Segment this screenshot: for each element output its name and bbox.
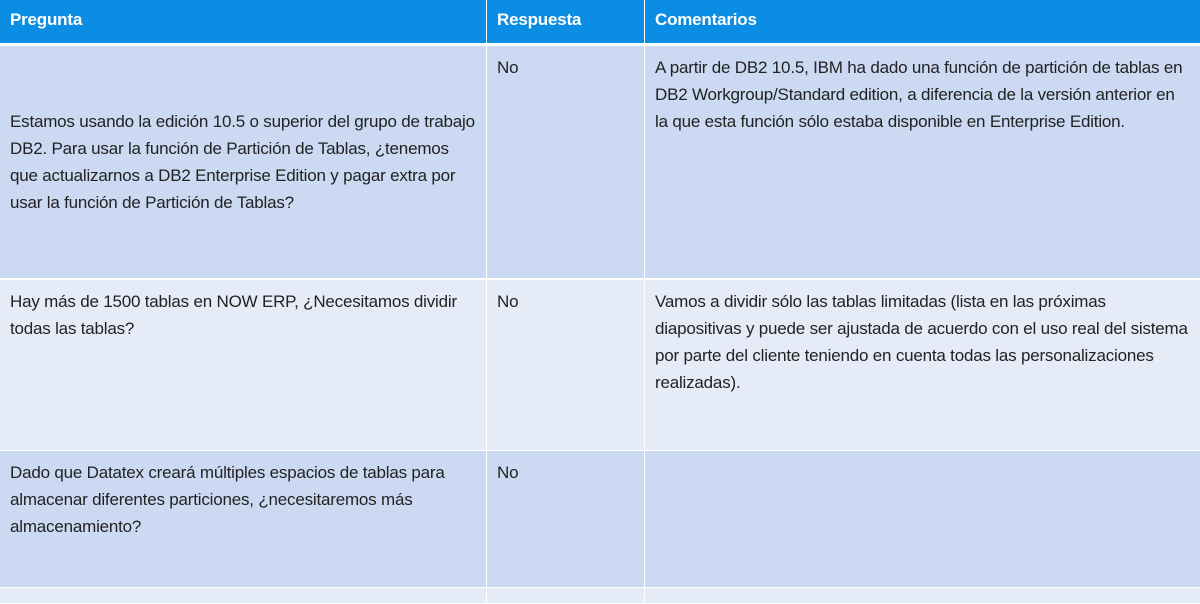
table-row: Estamos usando la edición 10.5 o superio… xyxy=(0,46,1200,278)
pregunta-cell: Estamos usando la edición 10.5 o superio… xyxy=(0,46,487,278)
comentarios-cell xyxy=(645,451,1200,587)
respuesta-cell: No xyxy=(487,280,645,450)
header-comentarios: Comentarios xyxy=(655,10,757,29)
table-header: Pregunta Respuesta Comentarios xyxy=(0,0,1200,43)
comentarios-cell: Vamos a dividir sólo las tablas limitada… xyxy=(655,292,1188,392)
respuesta-cell: No xyxy=(487,451,645,587)
pregunta-cell: Dado que Datatex creará múltiples espaci… xyxy=(0,451,487,587)
empty-cell xyxy=(0,588,487,604)
table-row: Dado que Datatex creará múltiples espaci… xyxy=(0,451,1200,587)
table-row: Hay más de 1500 tablas en NOW ERP, ¿Nece… xyxy=(0,280,1200,450)
header-pregunta: Pregunta xyxy=(0,0,487,43)
empty-cell xyxy=(487,588,645,604)
pregunta-cell: Hay más de 1500 tablas en NOW ERP, ¿Nece… xyxy=(0,280,487,450)
comentarios-cell: A partir de DB2 10.5, IBM ha dado una fu… xyxy=(655,58,1183,131)
pregunta-text: Estamos usando la edición 10.5 o superio… xyxy=(10,112,475,212)
respuesta-cell: No xyxy=(487,46,645,278)
empty-cell xyxy=(645,588,1200,604)
header-respuesta: Respuesta xyxy=(487,0,645,43)
table-row-partial xyxy=(0,588,1200,604)
